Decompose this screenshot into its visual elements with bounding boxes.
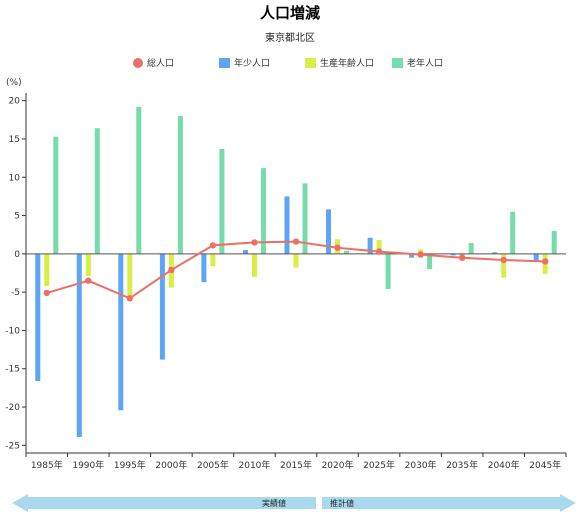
x-tick-label: 2030年	[405, 459, 437, 471]
legend-label-elderly: 老年人口	[407, 59, 444, 69]
bar-youth-2[interactable]	[118, 253, 124, 411]
bar-elderly-1[interactable]	[94, 128, 100, 254]
bar-youth-9[interactable]	[409, 253, 415, 258]
total-population-point-9[interactable]	[417, 251, 424, 258]
bar-youth-8[interactable]	[367, 237, 373, 254]
x-tick-label: 1995年	[114, 459, 146, 471]
bar-elderly-11[interactable]	[510, 211, 516, 254]
legend-swatch-youth	[219, 57, 230, 68]
bar-youth-3[interactable]	[159, 253, 165, 360]
x-tick-label: 1985年	[31, 459, 63, 471]
y-tick-label: -20	[5, 403, 20, 413]
total-population-point-4[interactable]	[209, 242, 217, 249]
bar-youth-1[interactable]	[76, 253, 82, 437]
y-tick-label: 5	[14, 212, 20, 222]
legend-label-working: 生産年齢人口	[320, 59, 375, 69]
y-tick-label: -5	[11, 288, 20, 298]
legend-swatch-elderly	[392, 57, 403, 68]
y-tick-label: -25	[5, 441, 20, 451]
legend: 総人口 年少人口 生産年齢人口 老年人口	[0, 56, 580, 70]
x-tick-label: 1990年	[72, 459, 104, 471]
y-tick-label: 0	[14, 250, 20, 260]
chart-title: 人口増減	[259, 4, 320, 22]
chart-subtitle: 東京都北区	[265, 33, 315, 44]
bar-working-2[interactable]	[127, 253, 133, 300]
x-tick-label: 2035年	[446, 459, 478, 471]
y-axis-unit-label: (%)	[6, 78, 22, 88]
legend-label-youth: 年少人口	[234, 59, 271, 69]
bar-working-4[interactable]	[210, 253, 216, 267]
x-tick-label: 2005年	[197, 459, 229, 471]
y-tick-label: -10	[5, 326, 20, 336]
total-population-point-5[interactable]	[251, 239, 258, 246]
bar-working-0[interactable]	[44, 253, 50, 287]
x-tick-label: 2025年	[363, 459, 395, 471]
x-tick-label: 2000年	[155, 459, 187, 471]
total-population-point-6[interactable]	[292, 238, 300, 245]
legend-item-working[interactable]: 生産年齢人口	[305, 56, 374, 69]
bar-working-1[interactable]	[85, 253, 91, 277]
x-tick-label: 2020年	[322, 459, 354, 471]
total-population-point-2[interactable]	[126, 295, 133, 302]
projection-period-arrow	[322, 494, 576, 512]
y-tick-label: 10	[9, 173, 21, 183]
total-population-point-12[interactable]	[542, 258, 549, 265]
bar-elderly-2[interactable]	[136, 106, 142, 254]
timeline-arrows	[12, 494, 576, 512]
bar-elderly-12[interactable]	[551, 230, 557, 254]
bar-youth-12[interactable]	[533, 253, 539, 261]
bar-youth-4[interactable]	[201, 253, 207, 283]
total-population-point-10[interactable]	[459, 254, 466, 261]
y-tick-label: 20	[9, 97, 21, 107]
bar-youth-5[interactable]	[243, 250, 248, 254]
y-tick-label: 15	[9, 135, 20, 145]
bar-elderly-5[interactable]	[261, 168, 266, 254]
total-population-point-1[interactable]	[85, 277, 92, 284]
bar-elderly-6[interactable]	[302, 183, 308, 254]
bar-elderly-7[interactable]	[344, 250, 349, 254]
total-population-point-7[interactable]	[334, 244, 341, 251]
total-population-point-0[interactable]	[43, 289, 50, 297]
bar-youth-7[interactable]	[326, 209, 331, 254]
bar-youth-6[interactable]	[284, 196, 290, 254]
projection-period-label: 推計値	[330, 499, 354, 508]
total-population-line-layer	[43, 238, 549, 302]
bar-youth-11[interactable]	[492, 252, 498, 254]
bar-youth-10[interactable]	[450, 253, 456, 256]
bar-elderly-8[interactable]	[385, 253, 391, 290]
bar-working-6[interactable]	[293, 253, 299, 268]
legend-label-total: 総人口	[147, 59, 175, 69]
x-tick-label: 2045年	[529, 459, 561, 471]
total-population-point-8[interactable]	[375, 248, 383, 255]
bar-elderly-0[interactable]	[53, 136, 59, 254]
x-tick-label: 2015年	[280, 459, 312, 471]
legend-swatch-working	[305, 57, 316, 68]
bar-youth-0[interactable]	[35, 253, 41, 381]
actual-period-arrow	[12, 494, 316, 512]
legend-swatch-total	[133, 57, 143, 68]
timeline-banner: 実績値 推計値	[0, 492, 580, 514]
axes-layer: -25 -20 -15 -10 -5 0 5 10 15 20 1985年 1990年 1995年 200…	[5, 93, 567, 471]
legend-item-elderly[interactable]: 老年人口	[392, 56, 443, 69]
legend-item-youth[interactable]: 年少人口	[219, 56, 270, 69]
actual-period-label: 実績値	[262, 499, 286, 508]
bar-working-11[interactable]	[501, 253, 507, 278]
legend-item-total[interactable]: 総人口	[133, 56, 174, 69]
bar-elderly-9[interactable]	[427, 253, 433, 270]
x-tick-label: 2010年	[239, 459, 271, 471]
bar-working-8[interactable]	[376, 240, 382, 254]
bar-elderly-4[interactable]	[219, 148, 225, 254]
bar-elderly-3[interactable]	[177, 116, 183, 254]
bar-working-5[interactable]	[252, 253, 257, 277]
total-population-point-11[interactable]	[500, 256, 507, 264]
y-tick-label: -15	[5, 365, 20, 375]
total-population-point-3[interactable]	[168, 266, 175, 274]
bars-layer	[35, 106, 557, 437]
bar-elderly-10[interactable]	[468, 243, 474, 254]
x-tick-label: 2040年	[488, 459, 520, 471]
